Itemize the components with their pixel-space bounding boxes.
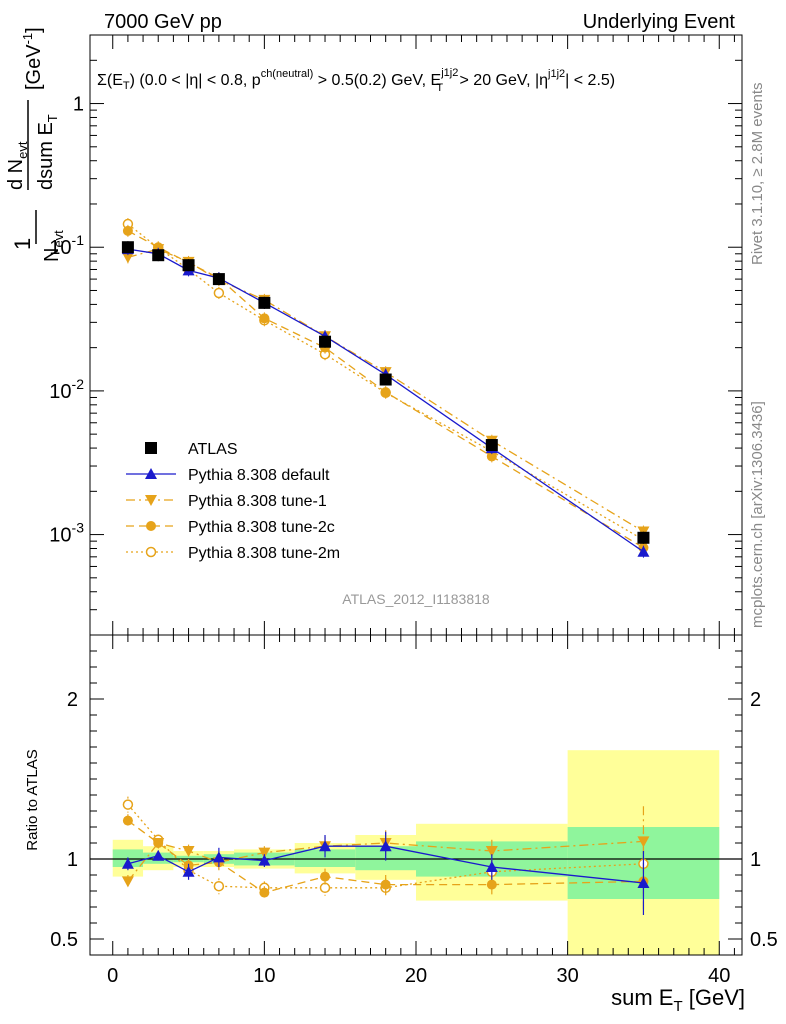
ratio-data-point [258, 847, 271, 859]
ratio-series-line [127, 804, 644, 889]
ratio-data-point [213, 880, 225, 892]
ratio-y-tick-label: 2 [67, 689, 78, 711]
ratio-y-tick-label: 1 [67, 849, 78, 871]
svg-text:dsum ET: dsum ET [35, 114, 60, 190]
ratio-y-axis-label: Ratio to ATLAS [24, 749, 41, 850]
main-series-line [127, 223, 644, 541]
main-data-point [319, 335, 332, 348]
ratio-stat-band-5 [294, 849, 356, 867]
ratio-data-point [637, 877, 650, 888]
ratio-data-point [637, 836, 650, 848]
main-panel: 1 10-1 10-2 10-3 [49, 34, 743, 636]
svg-text:1: 1 [10, 238, 35, 250]
mcplots-label: mcplots.cern.ch [arXiv:1306.3436] [749, 401, 766, 628]
main-data-point [182, 259, 195, 272]
main-data-point [213, 287, 225, 299]
main-series-line [127, 248, 644, 533]
ratio-data-point [152, 849, 165, 861]
ratio-data-point [121, 857, 134, 869]
analysis-id-label: ATLAS_2012_I1183818 [342, 591, 490, 607]
energy-label: 7000 GeV pp [104, 11, 222, 33]
x-tick-label: 0 [107, 965, 118, 987]
legend: ATLAS Pythia 8.308 default Pythia 8.308 tu… [126, 441, 340, 562]
legend-marker [146, 521, 156, 531]
main-data-point [121, 241, 134, 254]
ratio-data-point [182, 865, 195, 877]
main-y-tick-label: 10-1 [49, 232, 84, 259]
main-data-point [379, 373, 392, 386]
main-data-point [152, 249, 165, 262]
main-data-point [212, 273, 225, 286]
legend-label: ATLAS [188, 441, 238, 458]
main-data-point [485, 439, 498, 452]
ratio-y-tick-label-right: 2 [750, 689, 761, 711]
main-series-0 [121, 241, 650, 544]
main-data-point [258, 296, 271, 309]
ratio-y-tick-label-right: 0.5 [750, 929, 778, 951]
main-data-point [486, 451, 497, 462]
ratio-data-point [485, 861, 498, 872]
legend-marker [145, 442, 157, 454]
rivet-version-label: Rivet 3.1.10, ≥ 2.8M events [749, 83, 766, 266]
main-data-point [121, 252, 134, 264]
ratio-data-point [319, 882, 331, 894]
x-tick-label: 10 [253, 965, 275, 987]
main-y-tick-label: 1 [73, 94, 84, 116]
legend-label: Pythia 8.308 tune-1 [188, 493, 327, 510]
main-title-text: Σ(ET) (0.0 < |η| < 0.8, pch(neutral) > 0… [97, 67, 615, 94]
legend-marker [145, 468, 157, 479]
main-data-point [637, 545, 650, 557]
x-tick-label: 30 [557, 965, 579, 987]
ratio-data-point [380, 879, 391, 890]
ratio-data-point [485, 846, 498, 857]
ratio-panel: 0 10 20 30 40 2 2 1 1 0.5 0.5 [50, 634, 778, 987]
ratio-data-point [212, 851, 225, 863]
ratio-data-point [258, 854, 271, 866]
title-sigma: Σ(E [97, 72, 123, 89]
ratio-y-tick-label-right: 1 [750, 849, 761, 871]
ratio-data-point [122, 815, 133, 826]
legend-label: Pythia 8.308 tune-2c [188, 519, 335, 536]
x-tick-label: 20 [405, 965, 427, 987]
ratio-data-point [259, 887, 270, 898]
x-tick-label: 40 [708, 965, 730, 987]
main-data-point [637, 531, 650, 544]
ratio-data-point [152, 838, 165, 849]
ratio-data-point [319, 840, 332, 852]
ratio-data-point [182, 846, 195, 857]
legend-marker [145, 546, 157, 558]
legend-label: Pythia 8.308 tune-2m [188, 545, 340, 562]
main-y-tick-label: 10-3 [49, 520, 84, 547]
main-panel-title: Σ(ET) (0.0 < |η| < 0.8, pch(neutral) > 0… [97, 67, 615, 94]
main-y-tick-label: 10-2 [49, 376, 84, 403]
svg-text:Nevt: Nevt [41, 230, 66, 262]
main-data-point [122, 225, 133, 236]
main-data-point [259, 313, 270, 324]
main-data-point [380, 387, 391, 398]
legend-marker [145, 495, 157, 506]
ratio-data-point [486, 879, 497, 890]
legend-label: Pythia 8.308 default [188, 467, 330, 484]
ratio-series-3 [121, 831, 650, 915]
ratio-data-point [379, 840, 392, 852]
process-label: Underlying Event [583, 11, 736, 33]
ratio-data-point [122, 799, 134, 810]
ratio-data-point [121, 876, 134, 888]
ratio-y-tick-label: 0.5 [50, 929, 78, 951]
ratio-data-point [320, 871, 331, 882]
